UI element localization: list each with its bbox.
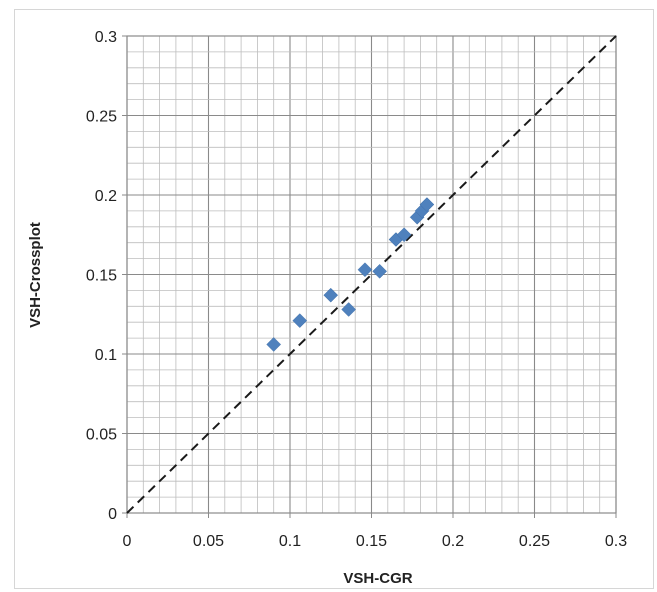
y-tick-label: 0.15 — [86, 268, 117, 285]
y-tick-label: 0.05 — [86, 427, 117, 444]
x-axis-title: VSH-CGR — [343, 570, 412, 587]
x-tick-labels: 0 0.05 0.1 0.15 0.2 0.25 0.3 — [123, 533, 628, 550]
y-tick-labels: 0 0.05 0.1 0.15 0.2 0.25 0.3 — [86, 29, 117, 523]
y-axis-title: VSH-Crossplot — [27, 222, 44, 328]
data-points — [266, 197, 435, 352]
x-tick-label: 0.3 — [605, 533, 627, 550]
x-tick-label: 0.05 — [193, 533, 224, 550]
x-tick-label: 0 — [123, 533, 132, 550]
data-point — [357, 262, 373, 278]
data-point — [372, 263, 388, 279]
grid — [122, 35, 617, 518]
x-tick-label: 0.25 — [519, 533, 550, 550]
reference-line — [126, 35, 617, 514]
reference-line-group — [126, 35, 617, 514]
x-tick-label: 0.1 — [279, 533, 301, 550]
y-tick-label: 0.1 — [95, 347, 117, 364]
data-point — [323, 287, 339, 303]
y-tick-label: 0 — [108, 506, 117, 523]
data-point — [292, 313, 308, 328]
y-tick-label: 0.25 — [86, 109, 117, 126]
y-tick-label: 0.3 — [95, 29, 117, 46]
data-point — [419, 197, 435, 212]
x-tick-label: 0.2 — [442, 533, 464, 550]
y-tick-label: 0.2 — [95, 188, 117, 205]
data-point — [266, 337, 282, 352]
data-point — [396, 227, 412, 243]
data-point — [341, 302, 357, 317]
x-tick-label: 0.15 — [356, 533, 387, 550]
